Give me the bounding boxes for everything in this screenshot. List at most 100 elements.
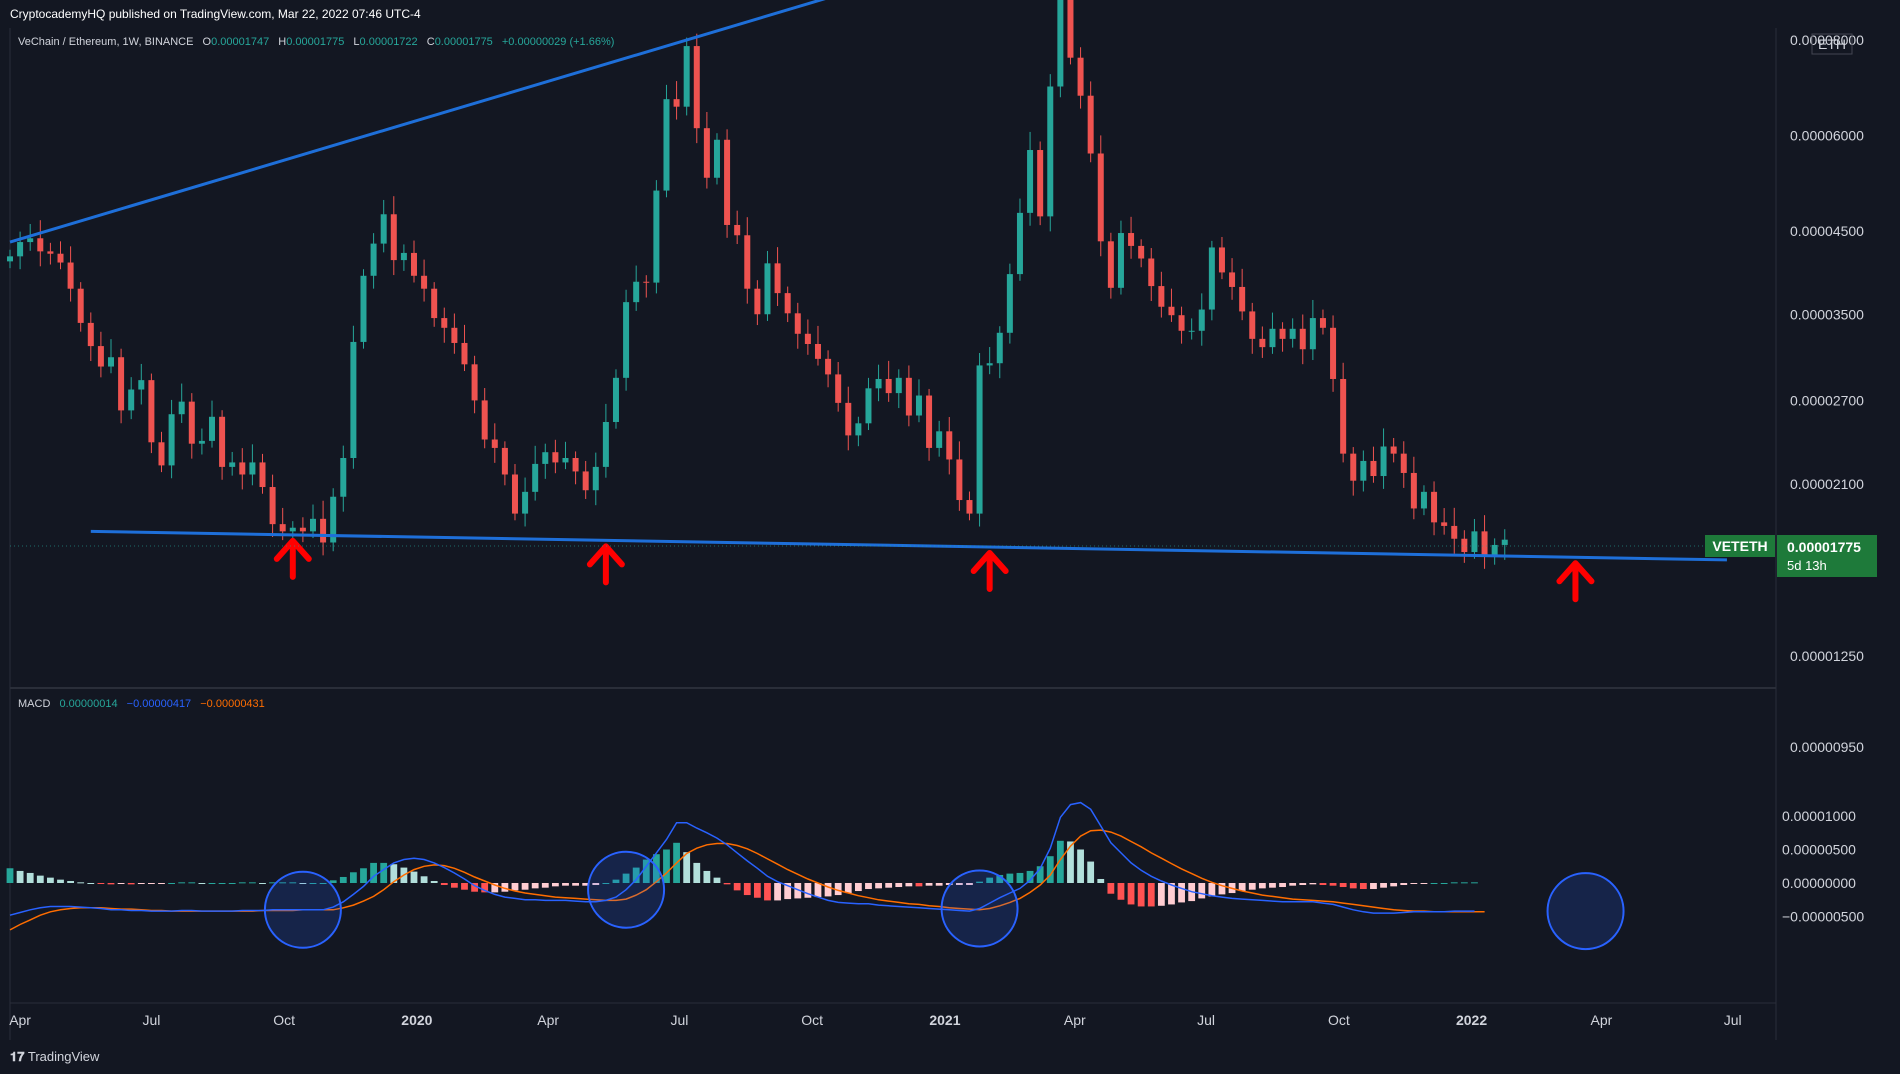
candle-body bbox=[1340, 378, 1347, 454]
macd-hist-bar bbox=[1309, 883, 1317, 885]
candle-body bbox=[451, 327, 458, 343]
price-pane[interactable] bbox=[10, 28, 1776, 688]
macd-hist-bar bbox=[743, 883, 751, 896]
candle-body bbox=[1319, 318, 1326, 328]
trendlines bbox=[9, 0, 1727, 562]
candle-body bbox=[1370, 460, 1377, 477]
macd-hist-bar bbox=[1036, 866, 1044, 883]
macd-hist-bar bbox=[1440, 883, 1448, 884]
symbol-tag-text: VETETH bbox=[1712, 538, 1767, 554]
macd-hist-bar bbox=[844, 883, 852, 894]
candle-body bbox=[471, 364, 478, 401]
macd-hist-bar bbox=[1238, 883, 1246, 892]
macd-hist-bar bbox=[107, 883, 115, 885]
candle-body bbox=[1158, 286, 1165, 307]
candle-body bbox=[1289, 328, 1296, 339]
candle-body bbox=[734, 224, 741, 236]
macd-hist-bar bbox=[228, 883, 236, 884]
macd-legend[interactable]: MACD 0.00000014 −0.00000417 −0.00000431 bbox=[18, 698, 265, 710]
time-tick-label: Oct bbox=[273, 1012, 295, 1028]
candle-body bbox=[724, 139, 731, 225]
published-line: CryptocademyHQ published on TradingView.… bbox=[10, 7, 421, 21]
macd-hist-bar bbox=[895, 883, 903, 888]
macd-hist-bar bbox=[87, 883, 95, 884]
up-arrow-icon bbox=[1556, 560, 1595, 603]
candle-body bbox=[1128, 233, 1135, 246]
macd-hist-bar bbox=[1006, 873, 1014, 883]
macd-hist-bar bbox=[854, 883, 862, 892]
macd-hist-bar bbox=[572, 883, 579, 886]
macd-hist-bar bbox=[390, 864, 398, 883]
candle-body bbox=[1360, 460, 1367, 481]
highlight-circle-icon bbox=[587, 850, 666, 929]
macd-hist-bar bbox=[158, 883, 165, 884]
macd-hist-bar bbox=[966, 883, 973, 886]
candle-body bbox=[1410, 472, 1417, 509]
macd-hist-bar bbox=[602, 883, 610, 884]
tradingview-logo-icon[interactable]: 𝟏𝟕 bbox=[10, 1049, 25, 1064]
macd-hist-bar bbox=[834, 883, 842, 896]
candle-body bbox=[208, 416, 215, 441]
time-axis[interactable]: Apr Jul Oct 2020 Apr Jul Oct 2021 Apr Jul Oct 2022 A… bbox=[9, 1012, 1741, 1028]
candle-body bbox=[1087, 95, 1094, 154]
candle-body bbox=[946, 431, 953, 460]
price-tag[interactable]: VETETH 0.00001775 5d 13h bbox=[1705, 535, 1877, 577]
candle-body bbox=[1269, 328, 1276, 348]
candle-body bbox=[481, 400, 488, 440]
macd-hist-bar bbox=[804, 883, 812, 898]
candle-body bbox=[1027, 150, 1034, 213]
time-tick-label: 2021 bbox=[929, 1012, 960, 1028]
symbol-legend[interactable]: VeChain / Ethereum, 1W, BINANCE O0.00001… bbox=[18, 36, 614, 48]
time-tick-label: Jul bbox=[671, 1012, 689, 1028]
candle-body bbox=[1117, 233, 1124, 288]
candle-body bbox=[774, 263, 781, 294]
macd-hist-bar bbox=[764, 883, 771, 901]
price-axis[interactable]: 0.000240000.000180000.000140000.00011000… bbox=[1790, 0, 1864, 755]
candle-body bbox=[895, 377, 902, 394]
price-tag-bg bbox=[1777, 535, 1877, 577]
candle-body bbox=[299, 527, 306, 532]
time-tick-label: Oct bbox=[1328, 1012, 1350, 1028]
trendline-upper[interactable] bbox=[9, 0, 1717, 244]
macd-signal-value: −0.00000431 bbox=[200, 698, 265, 710]
macd-hist-bar bbox=[774, 883, 781, 901]
candle-body bbox=[804, 333, 811, 345]
candle-body bbox=[410, 252, 417, 276]
highlight-circle-icon bbox=[1546, 872, 1625, 951]
macd-hist-bar bbox=[1026, 870, 1034, 883]
macd-pane[interactable] bbox=[10, 690, 1776, 1002]
macd-axis[interactable]: 0.00001000 0.00000500 0.00000000 −0.0000050… bbox=[1782, 808, 1864, 925]
candle-body bbox=[976, 365, 983, 514]
candle-body bbox=[542, 452, 549, 464]
macd-hist-bar bbox=[481, 883, 489, 893]
macd-hist-bar bbox=[955, 883, 963, 886]
macd-hist-bar bbox=[289, 882, 297, 884]
macd-hist-bar bbox=[168, 883, 175, 884]
candle-body bbox=[1198, 309, 1205, 331]
footer-logo-text[interactable]: TradingView bbox=[27, 1049, 100, 1064]
macd-hist-bar bbox=[339, 876, 347, 883]
macd-hist-bar bbox=[279, 882, 287, 884]
price-tick-label: 0.00001250 bbox=[1790, 648, 1864, 664]
symbol-name: VeChain / Ethereum, 1W, BINANCE bbox=[18, 36, 193, 48]
time-tick-label: Apr bbox=[1591, 1012, 1613, 1028]
candle-body bbox=[320, 518, 327, 543]
candle-body bbox=[1006, 274, 1013, 333]
candle-body bbox=[1451, 525, 1458, 539]
macd-hist-bar bbox=[1248, 883, 1256, 890]
candle-body bbox=[703, 128, 710, 178]
macd-hist-bar bbox=[875, 883, 882, 889]
time-tick-label: 2022 bbox=[1456, 1012, 1487, 1028]
candle-body bbox=[17, 242, 24, 257]
macd-hist-bar bbox=[137, 883, 145, 884]
up-arrow-icon bbox=[970, 550, 1009, 593]
trendline-lower[interactable] bbox=[90, 529, 1727, 562]
open-label: O bbox=[203, 36, 212, 48]
candle-body bbox=[1178, 315, 1185, 331]
macd-hist-bar bbox=[299, 883, 307, 884]
macd-hist-bar bbox=[198, 883, 206, 884]
candle-body bbox=[259, 462, 266, 488]
macd-hist-bar bbox=[753, 883, 761, 898]
candle-body bbox=[1481, 531, 1488, 556]
